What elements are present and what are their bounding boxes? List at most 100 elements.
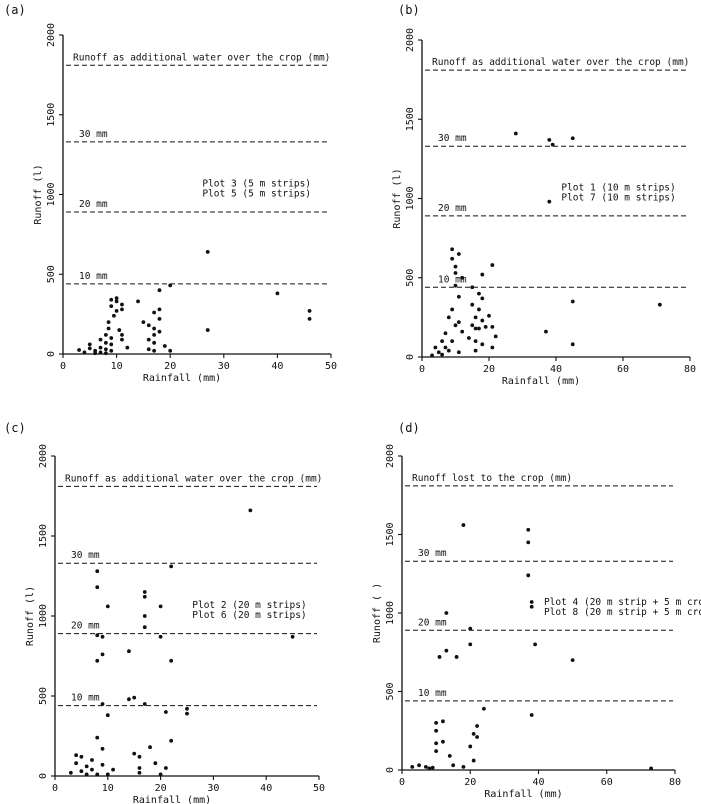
data-point [109, 348, 114, 353]
data-point [127, 649, 131, 654]
x-axis-label: Rainfall (mm) [484, 789, 562, 800]
data-point [103, 347, 108, 352]
data-point [152, 326, 157, 331]
y-tick-label: 1000 [385, 601, 396, 625]
reference-line-label: 30 mm [71, 550, 100, 561]
data-point [93, 351, 98, 356]
data-point [137, 770, 142, 775]
data-point [109, 342, 114, 347]
legend-entry: Plot 5 (5 m strips) [202, 189, 311, 200]
reference-line-label: Runoff as additional water over the crop… [65, 473, 322, 484]
legend-entry: Plot 7 (10 m strips) [561, 193, 675, 204]
data-point [443, 331, 448, 336]
data-point [152, 340, 157, 345]
data-point [114, 299, 119, 304]
y-axis-label: Runoff (l) [25, 586, 36, 646]
data-point [433, 345, 438, 350]
x-tick-label: 20 [155, 783, 167, 794]
data-point [163, 710, 168, 714]
data-point [417, 763, 421, 768]
data-point [450, 256, 455, 261]
data-point [112, 313, 116, 318]
data-point [441, 719, 445, 724]
data-point [453, 323, 458, 328]
data-point [105, 713, 110, 718]
data-point [477, 307, 481, 312]
data-point [430, 765, 435, 770]
data-point [111, 767, 115, 772]
x-tick-label: 10 [102, 783, 114, 794]
y-tick-label: 2000 [38, 444, 49, 468]
data-point [275, 291, 280, 296]
reference-line-label: 10 mm [71, 693, 100, 704]
data-point [103, 351, 108, 356]
data-point [146, 347, 151, 352]
reference-line-label: Runoff lost to the crop (mm) [412, 473, 572, 484]
data-point [526, 540, 531, 545]
data-point [526, 573, 531, 578]
reference-line-label: 10 mm [79, 271, 108, 282]
data-point [490, 324, 495, 329]
data-point [95, 772, 100, 777]
data-point [142, 614, 147, 618]
data-point [169, 564, 174, 569]
x-tick-label: 30 [207, 783, 219, 794]
data-point [146, 337, 151, 342]
data-point [142, 702, 147, 706]
data-point [307, 317, 312, 321]
reference-line-label: Runoff as additional water over the crop… [73, 52, 330, 63]
y-tick-label: 2000 [46, 23, 57, 47]
data-point [473, 339, 478, 344]
data-point [120, 332, 124, 337]
x-tick-label: 0 [419, 364, 425, 375]
x-tick-label: 0 [399, 777, 405, 788]
data-point [470, 285, 475, 290]
reference-line-label: 20 mm [438, 203, 467, 214]
data-point [570, 299, 575, 304]
data-point [450, 307, 455, 312]
data-point [410, 764, 415, 769]
y-axis-label: Runoff ( ) [372, 583, 383, 643]
data-point [436, 350, 441, 355]
legend-entry: Plot 6 (20 m strips) [192, 610, 306, 621]
data-point [513, 131, 518, 136]
data-point [468, 642, 473, 647]
data-point [450, 339, 455, 344]
reference-line-label: 10 mm [418, 688, 447, 699]
reference-line-label: 20 mm [79, 199, 108, 210]
data-point [482, 706, 486, 711]
data-point [95, 735, 100, 740]
y-tick-label: 1500 [38, 524, 49, 548]
x-tick-label: 40 [550, 364, 562, 375]
data-point [100, 652, 105, 657]
data-point [87, 346, 92, 351]
data-point [152, 348, 157, 353]
data-point [105, 604, 110, 609]
y-tick-label: 0 [385, 767, 396, 773]
y-tick-label: 0 [46, 351, 57, 357]
legend-entry: Plot 3 (5 m strips) [202, 179, 311, 190]
data-point [544, 329, 548, 334]
data-point [456, 294, 461, 299]
x-tick-label: 20 [483, 364, 495, 375]
data-point [109, 336, 114, 340]
x-tick-label: 60 [617, 364, 629, 375]
data-point [434, 741, 439, 746]
data-point [461, 523, 466, 527]
data-point [454, 655, 459, 659]
data-point [98, 345, 103, 350]
data-point [163, 766, 168, 770]
x-tick-label: 20 [164, 361, 176, 372]
data-point [142, 594, 147, 599]
reference-line-label: 30 mm [79, 129, 108, 140]
data-point [451, 763, 456, 768]
data-point [423, 764, 428, 769]
data-point [68, 770, 73, 775]
data-point [137, 754, 142, 759]
data-point [453, 271, 458, 275]
panel-label: (b) [398, 3, 420, 17]
data-point [95, 658, 100, 663]
data-point [100, 702, 105, 706]
x-tick-label: 50 [325, 361, 337, 372]
legend-entry: Plot 1 (10 m strips) [561, 183, 675, 194]
